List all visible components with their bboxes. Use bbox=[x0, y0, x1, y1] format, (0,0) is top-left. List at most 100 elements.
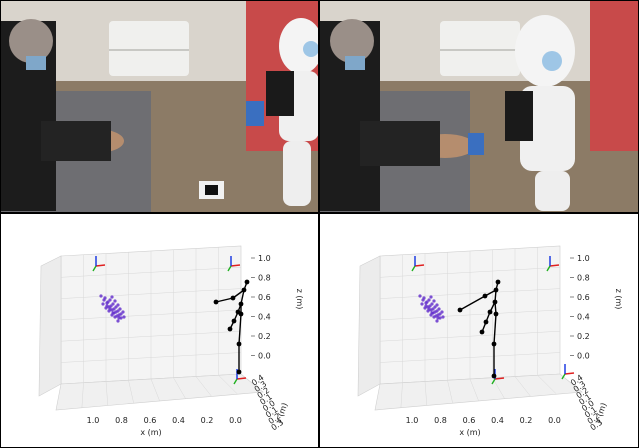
grid-line bbox=[400, 382, 403, 408]
photo-scene bbox=[320, 1, 638, 212]
point-cloud-point bbox=[116, 319, 120, 323]
x-axis-label: x (m) bbox=[140, 428, 161, 437]
skeleton-joint bbox=[487, 309, 493, 315]
point-cloud-point bbox=[114, 305, 118, 309]
point-cloud-point bbox=[426, 309, 430, 313]
point-cloud-point bbox=[121, 310, 125, 314]
point-cloud-point bbox=[108, 298, 112, 302]
skeleton-joint bbox=[236, 369, 242, 375]
z-tick-label: 0.8 bbox=[258, 274, 271, 283]
point-cloud-point bbox=[110, 295, 114, 299]
skeleton-joint bbox=[241, 287, 247, 293]
skeleton-joint bbox=[491, 341, 497, 347]
base-frame-y-axis bbox=[491, 378, 496, 385]
z-tick-label: 0.0 bbox=[258, 352, 271, 361]
base-frame-y-axis bbox=[233, 378, 238, 385]
x-tick-label: 0.8 bbox=[115, 416, 128, 425]
z-tick-label: 0.0 bbox=[577, 352, 590, 361]
point-cloud-point bbox=[429, 313, 433, 317]
point-cloud-point bbox=[432, 315, 436, 319]
point-cloud-point bbox=[103, 296, 107, 300]
point-cloud-point bbox=[441, 315, 445, 319]
point-cloud-point bbox=[99, 294, 103, 298]
point-cloud-point bbox=[433, 305, 437, 309]
grid-line bbox=[150, 378, 160, 401]
photo-robot-handing-object bbox=[320, 1, 638, 212]
skeleton-bone bbox=[215, 297, 234, 303]
grid-line bbox=[173, 377, 186, 399]
skeleton-joint bbox=[479, 329, 485, 335]
robot-frame-x-axis bbox=[549, 264, 560, 267]
skeleton-bone bbox=[238, 313, 242, 345]
grid-line bbox=[128, 380, 134, 404]
plot-3d-scene: 1.0 0.8 0.6 0.4 0.2 0.0 z (m) 1.0 0.8 0.6 0.4 0.2 0.… bbox=[38, 245, 304, 437]
point-cloud-point bbox=[425, 300, 429, 304]
skeleton-joint bbox=[493, 311, 499, 317]
skeleton-bone bbox=[459, 295, 486, 311]
z-tick-label: 1.0 bbox=[577, 254, 590, 263]
x-tick-label: 0.6 bbox=[463, 416, 476, 425]
base-frame-x-axis bbox=[236, 377, 247, 380]
robot-frame-y-axis bbox=[546, 265, 551, 272]
world-frame-y-axis bbox=[411, 265, 416, 272]
x-tick-label: 0.4 bbox=[491, 416, 504, 425]
skeleton-joint bbox=[238, 301, 244, 307]
skeleton-joint bbox=[244, 279, 250, 285]
point-cloud-point bbox=[113, 315, 117, 319]
grid-line bbox=[81, 382, 84, 408]
z-axis-label: z (m) bbox=[295, 289, 304, 310]
grid-line bbox=[218, 375, 238, 395]
point-cloud-point bbox=[430, 302, 434, 306]
skeleton-joint bbox=[231, 318, 237, 324]
grid-line bbox=[469, 378, 479, 401]
plot-floor-pane bbox=[55, 373, 264, 411]
plot-left: 1.0 0.8 0.6 0.4 0.2 0.0 z (m) 1.0 0.8 0.6 0.4 0.2 0.… bbox=[1, 214, 318, 447]
point-cloud-point bbox=[432, 299, 436, 303]
point-cloud-point bbox=[116, 309, 120, 313]
point-cloud-point bbox=[119, 316, 123, 320]
point-cloud-point bbox=[435, 303, 439, 307]
skeleton-joint bbox=[230, 295, 236, 301]
world-frame-y-axis bbox=[92, 265, 97, 272]
point-cloud-point bbox=[429, 295, 433, 299]
skeleton-bone bbox=[493, 313, 497, 345]
point-cloud-point bbox=[101, 302, 105, 306]
base-frame-x-axis bbox=[494, 377, 505, 380]
point-cloud-point bbox=[435, 309, 439, 313]
grid-line bbox=[537, 375, 557, 395]
point-cloud-point bbox=[423, 306, 427, 310]
z-tick-label: 0.6 bbox=[258, 293, 271, 302]
x-axis-label: x (m) bbox=[459, 428, 480, 437]
point-cloud-point bbox=[106, 300, 110, 304]
skeleton-joint bbox=[492, 299, 498, 305]
x-tick-label: 1.0 bbox=[87, 416, 100, 425]
grid-line bbox=[424, 381, 428, 406]
extra-frame-x-axis bbox=[564, 372, 575, 375]
x-tick-label: 0.0 bbox=[229, 416, 242, 425]
point-cloud-point bbox=[111, 302, 115, 306]
world-frame-x-axis bbox=[414, 264, 425, 267]
point-cloud-point bbox=[116, 303, 120, 307]
point-cloud-point bbox=[107, 309, 111, 313]
point-cloud-point bbox=[418, 294, 422, 298]
extra-frame-y-axis bbox=[561, 373, 566, 380]
x-tick-label: 1.0 bbox=[406, 416, 419, 425]
point-cloud-point bbox=[118, 307, 122, 311]
x-tick-label: 0.6 bbox=[144, 416, 157, 425]
skeleton-joint bbox=[227, 326, 233, 332]
point-cloud-point bbox=[428, 304, 432, 308]
x-tick-label: 0.2 bbox=[520, 416, 533, 425]
z-tick-label: 0.6 bbox=[577, 293, 590, 302]
point-cloud-point bbox=[110, 313, 114, 317]
point-cloud-point bbox=[440, 310, 444, 314]
point-cloud-point bbox=[119, 312, 123, 316]
plot-side-pane bbox=[38, 255, 62, 397]
z-axis-label: z (m) bbox=[614, 289, 623, 310]
point-cloud-point bbox=[437, 307, 441, 311]
robot-frame-y-axis bbox=[227, 265, 232, 272]
x-tick-label: 0.4 bbox=[172, 416, 185, 425]
point-cloud-point bbox=[109, 304, 113, 308]
grid-line bbox=[492, 377, 505, 399]
photo-scene bbox=[1, 1, 318, 212]
grid-line bbox=[195, 376, 212, 397]
